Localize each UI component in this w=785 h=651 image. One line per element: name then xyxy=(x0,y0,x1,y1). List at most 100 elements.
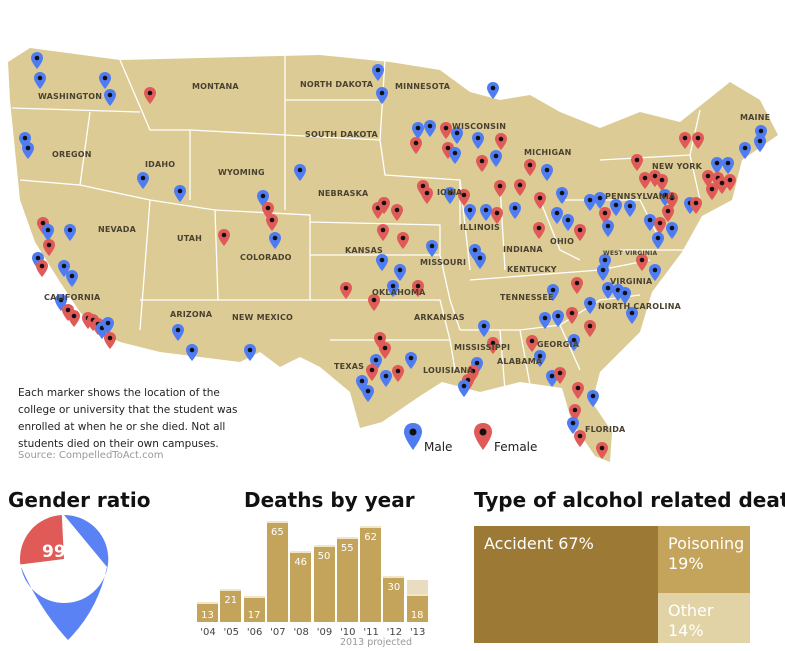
state-label: ARKANSAS xyxy=(414,313,465,322)
female-marker-icon xyxy=(574,224,586,241)
male-marker-icon xyxy=(587,390,599,407)
male-marker-icon xyxy=(547,284,559,301)
male-marker-icon xyxy=(568,334,580,351)
female-marker-icon xyxy=(690,197,702,214)
state-label: GEORGIA xyxy=(537,340,580,349)
female-marker-icon xyxy=(639,172,651,189)
male-marker-icon xyxy=(534,350,546,367)
male-marker-icon xyxy=(649,264,661,281)
map-note: Each marker shows the location of the co… xyxy=(18,387,238,450)
bar: 17 xyxy=(243,595,265,622)
state-label: ILLINOIS xyxy=(460,223,500,232)
state-label: MINNESOTA xyxy=(395,82,451,91)
female-marker-icon xyxy=(458,189,470,206)
year-tick-label: '09 xyxy=(316,627,333,638)
male-marker-icon xyxy=(172,324,184,341)
male-marker-icon xyxy=(464,204,476,221)
male-marker-icon xyxy=(478,320,490,337)
female-marker-icon xyxy=(526,335,538,352)
female-marker-icon xyxy=(144,87,156,104)
state-label: WISCONSIN xyxy=(452,122,507,131)
deaths-by-year-title: Deaths by year xyxy=(244,488,415,512)
female-marker-icon xyxy=(340,282,352,299)
male-marker-icon xyxy=(412,122,424,139)
state-label: LOUISIANA xyxy=(423,366,474,375)
gender-pie: 99 279 xyxy=(20,515,109,640)
male-marker-icon xyxy=(597,264,609,281)
female-marker-icon xyxy=(524,159,536,176)
male-marker-icon xyxy=(244,344,256,361)
male-marker-icon xyxy=(449,147,461,164)
treemap-poisoning: Poisoning 19% xyxy=(658,526,750,593)
bar: 55 xyxy=(336,536,358,622)
male-marker-icon xyxy=(376,254,388,271)
year-tick-label: '08 xyxy=(293,627,309,638)
state-label: NEW YORK xyxy=(652,162,703,171)
year-tick-label: '11 xyxy=(363,627,379,638)
male-marker-icon xyxy=(22,142,34,159)
state-label: FLORIDA xyxy=(585,425,626,434)
male-marker-icon xyxy=(137,172,149,189)
male-legend-label: Male xyxy=(424,440,453,454)
pie-slice-female xyxy=(20,515,64,565)
female-marker-icon xyxy=(679,132,691,149)
male-marker-icon xyxy=(602,282,614,299)
year-tick-label: '05 xyxy=(223,627,240,638)
state-label: WEST VIRGINIA xyxy=(603,250,658,257)
male-marker-icon xyxy=(458,380,470,397)
female-marker-icon xyxy=(491,207,503,224)
female-marker-icon xyxy=(379,342,391,359)
male-marker-icon xyxy=(652,232,664,249)
male-marker-icon xyxy=(541,164,553,181)
state-label: MICHIGAN xyxy=(524,148,572,157)
female-marker-icon xyxy=(692,132,704,149)
year-tick-label: '12 xyxy=(386,627,403,638)
female-marker-icon xyxy=(421,187,433,204)
female-marker-icon xyxy=(392,365,404,382)
female-marker-icon xyxy=(377,224,389,241)
male-marker-icon xyxy=(269,232,281,249)
bar: 30 xyxy=(383,575,405,622)
male-marker-icon xyxy=(42,224,54,241)
male-marker-icon xyxy=(490,150,502,167)
year-tick-label: '13 xyxy=(409,627,426,638)
state-label: VIRGINIA xyxy=(610,277,653,286)
female-marker-icon xyxy=(656,174,668,191)
male-marker-icon xyxy=(99,72,111,89)
bar: 13 xyxy=(197,601,218,622)
female-marker-icon xyxy=(378,197,390,214)
male-marker-icon xyxy=(451,127,463,144)
state-label: KENTUCKY xyxy=(507,265,557,274)
male-marker-icon xyxy=(102,317,114,334)
year-tick-label: '06 xyxy=(246,627,263,638)
female-marker-icon xyxy=(440,122,452,139)
projected-note: 2013 projected xyxy=(340,637,413,648)
female-marker-icon xyxy=(574,430,586,447)
state-label: TEXAS xyxy=(334,362,365,371)
male-marker-icon xyxy=(104,89,116,106)
female-legend-pin-icon xyxy=(474,423,492,450)
bar: 62 xyxy=(360,525,382,622)
female-marker-icon xyxy=(724,174,736,191)
state-label: PENNSYLVANIA xyxy=(605,192,676,201)
male-marker-icon xyxy=(472,132,484,149)
male-marker-icon xyxy=(380,370,392,387)
female-marker-icon xyxy=(554,367,566,384)
state-label: NEBRASKA xyxy=(318,189,369,198)
female-marker-icon xyxy=(476,155,488,172)
female-marker-icon xyxy=(104,332,116,349)
male-marker-icon xyxy=(376,87,388,104)
source-credit: Source: CompelledToAct.com xyxy=(18,450,164,461)
male-marker-icon xyxy=(64,224,76,241)
male-marker-icon xyxy=(405,352,417,369)
male-marker-icon xyxy=(372,64,384,81)
female-marker-icon xyxy=(368,294,380,311)
state-label: KANSAS xyxy=(345,246,384,255)
male-marker-icon xyxy=(666,222,678,239)
female-marker-icon xyxy=(596,442,608,459)
male-marker-icon xyxy=(426,240,438,257)
female-marker-icon xyxy=(412,280,424,297)
gender-ratio-title: Gender ratio xyxy=(8,488,151,512)
state-label: OREGON xyxy=(52,150,92,159)
male-marker-icon xyxy=(34,72,46,89)
